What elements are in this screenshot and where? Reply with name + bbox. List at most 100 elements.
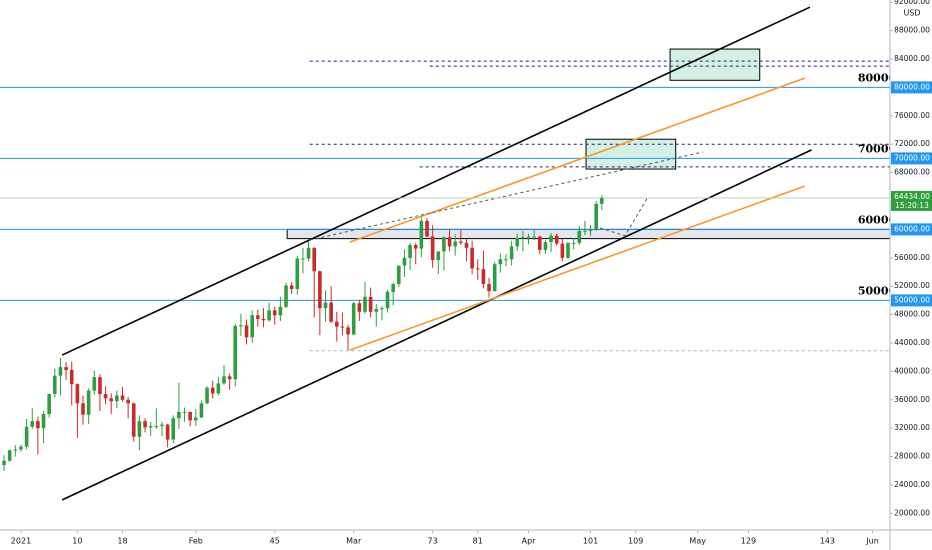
candle-body (289, 285, 294, 290)
candle-body (323, 302, 328, 309)
candle-body (182, 411, 187, 413)
x-tick-label: Apr (522, 537, 537, 546)
candle-body (577, 230, 582, 243)
candle-body (210, 387, 215, 394)
x-tick-label: 143 (820, 537, 835, 546)
candle-body (351, 303, 356, 335)
y-tick-label: 72000.00 (894, 139, 930, 148)
candle-body (256, 315, 260, 319)
x-tick-label: 73 (428, 537, 438, 546)
y-tick-label: 68000.00 (894, 168, 930, 177)
candle-body (126, 399, 130, 404)
level-text: 60000 (858, 213, 897, 226)
candle-body (75, 384, 80, 404)
candle-body (244, 325, 249, 338)
candle-body (41, 413, 46, 429)
trendline (349, 77, 806, 243)
x-tick-label: 10 (72, 537, 82, 546)
level-axis-label: 60000.00 (894, 224, 930, 233)
y-tick-label: 76000.00 (894, 111, 930, 120)
candle-body (120, 395, 125, 400)
candle-body (526, 236, 531, 238)
level-text: 50000 (858, 284, 897, 297)
candle-body (312, 247, 317, 272)
y-tick-label: 44000.00 (894, 338, 930, 347)
candle-body (233, 325, 238, 380)
level-axis-label: 50000.00 (894, 295, 930, 304)
candle-body (560, 243, 565, 258)
candle-body (391, 284, 395, 292)
candle-body (475, 268, 480, 270)
last-price-badge (891, 190, 932, 211)
level-axis-label: 80000.00 (894, 82, 930, 91)
candle-body (566, 242, 570, 258)
candle-body (470, 247, 474, 269)
trendline (309, 151, 703, 241)
candle-body (24, 426, 29, 447)
candle-body (188, 411, 192, 421)
candle-body (419, 220, 424, 249)
candle-body (81, 403, 85, 415)
candle-body (143, 421, 147, 428)
candle-body (380, 308, 384, 310)
candle-body (487, 284, 491, 292)
candle-body (385, 291, 390, 309)
x-tick-label: 2021 (11, 537, 31, 546)
candle-body (346, 327, 350, 335)
candle-body (284, 285, 288, 307)
candle-body (250, 315, 254, 338)
candle-body (301, 258, 305, 260)
level-axis-badge (891, 223, 932, 236)
candle-body (408, 245, 412, 258)
candle-body (103, 394, 108, 399)
candle-body (600, 197, 604, 204)
countdown-label: 15:20:13 (895, 201, 929, 210)
candle-body (583, 230, 587, 232)
candle-body (115, 395, 119, 402)
x-tick-label: 109 (628, 537, 643, 546)
x-tick-label: Jun (865, 537, 879, 546)
candle-body (374, 308, 379, 312)
candle-body (453, 241, 458, 247)
candle-body (588, 230, 593, 232)
y-tick-label: 36000.00 (894, 395, 930, 404)
y-tick-label: 84000.00 (894, 54, 930, 63)
x-tick-label: 81 (473, 537, 483, 546)
level-axis-badge (891, 81, 932, 94)
candle-body (7, 450, 12, 461)
candle-body (86, 390, 91, 415)
candle-body (171, 418, 176, 440)
candle-body (199, 403, 204, 418)
candle-body (543, 242, 548, 250)
candle-body (239, 325, 243, 327)
level-axis-label: 70000.00 (894, 153, 930, 162)
plot-area: 80000 70000 60000 50000 (0, 6, 897, 501)
level-axis-badge (891, 294, 932, 307)
candle-body (318, 271, 322, 309)
candle-body (521, 237, 525, 239)
y-tick-label: 40000.00 (894, 366, 930, 375)
x-tick-label: 101 (583, 537, 598, 546)
x-tick-label: May (689, 537, 706, 546)
candle-body (306, 247, 311, 259)
trendline (61, 6, 811, 356)
y-tick-label: 52000.00 (894, 281, 930, 290)
candle-body (340, 326, 345, 328)
candle-body (447, 237, 452, 247)
candle-body (177, 411, 181, 419)
candle-body (363, 296, 367, 312)
candle-body (148, 426, 153, 428)
candle-body (436, 251, 441, 260)
candle-body (30, 421, 35, 427)
y-tick-label: 24000.00 (894, 480, 930, 489)
y-tick-label: 20000.00 (894, 508, 930, 517)
x-tick-label: 129 (741, 537, 756, 546)
candle-body (509, 246, 514, 260)
candle-body (137, 421, 142, 437)
level-axis-badge (891, 152, 932, 165)
candle-body (515, 237, 520, 247)
zone-box (286, 228, 890, 240)
candle-body (69, 369, 74, 385)
